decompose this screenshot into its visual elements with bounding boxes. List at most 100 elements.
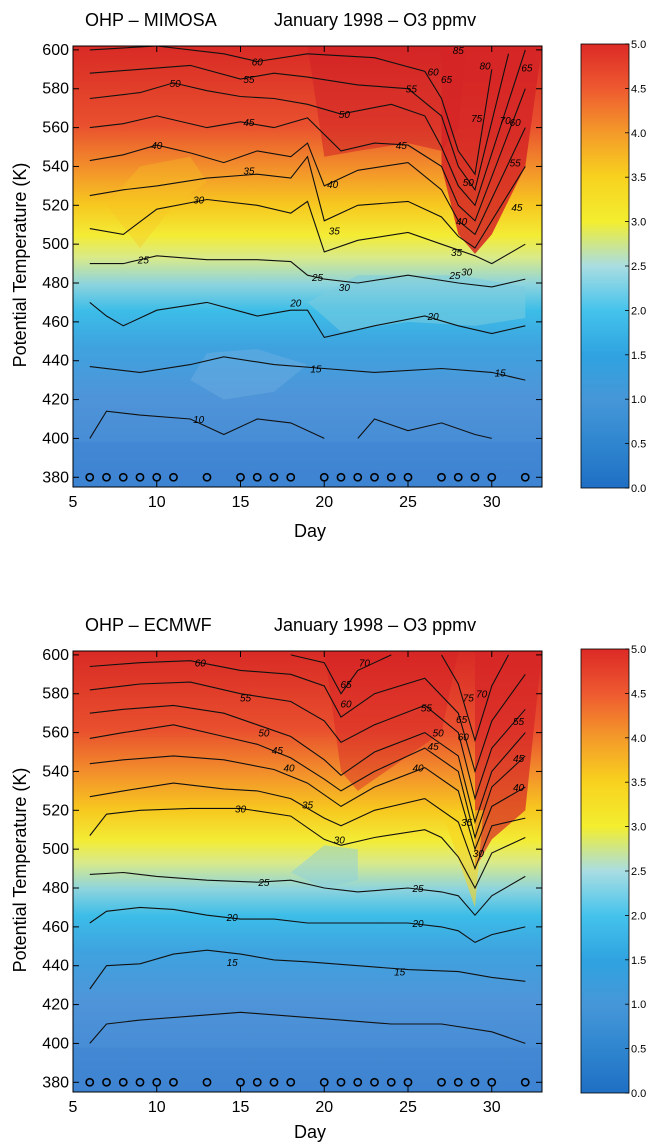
field-patch (73, 442, 542, 487)
colorbar-tick-label: 1.0 (631, 394, 646, 406)
observation-marker (202, 1077, 212, 1087)
plot-frame (72, 45, 543, 488)
panel-ecmwf: OHP – ECMWF January 1998 – O3 ppmv 5 10 15… (10, 615, 646, 1142)
contour-label: 35 (329, 227, 341, 238)
colorbar-tick-label: 0.5 (631, 1044, 646, 1056)
colorbar-tick-label: 1.5 (631, 350, 646, 362)
colorbar-tick-label: 0.0 (631, 1088, 646, 1100)
observation-marker (437, 1077, 446, 1087)
colorbar-tick-label: 1.5 (631, 955, 646, 967)
contour-line (89, 53, 510, 192)
contour-line (89, 755, 526, 851)
observation-marker (102, 472, 111, 482)
observation-markers (85, 472, 530, 482)
contour-label: 20 (289, 298, 302, 309)
observation-marker (118, 472, 128, 482)
contour-label: 65 (340, 680, 352, 691)
observation-marker (336, 472, 346, 482)
observation-marker (353, 472, 363, 482)
contour-line (89, 1011, 526, 1044)
colorbar-tick-label: 3.0 (631, 822, 646, 834)
contour-label: 45 (243, 118, 255, 129)
contour-label: 35 (302, 800, 314, 811)
contour-label: 25 (448, 271, 461, 282)
contour-label: 40 (412, 764, 424, 775)
observation-marker (353, 1077, 363, 1087)
y-tick-label: 400 (42, 430, 69, 447)
plot-frame (72, 650, 543, 1093)
observation-marker (118, 1077, 128, 1087)
contour-line (89, 681, 526, 801)
x-tick-label: 25 (399, 494, 417, 511)
observation-marker (286, 472, 296, 482)
contour-label: 30 (193, 195, 205, 206)
contour-label: 35 (451, 248, 463, 259)
observation-marker (236, 472, 245, 482)
axis-ticks: 5 10 15 20 25 3038040042044046048050052054056… (42, 42, 542, 511)
x-tick-label: 15 (232, 1099, 250, 1116)
contour-line (89, 906, 526, 944)
contour-label: 70 (476, 690, 488, 701)
y-tick-label: 460 (42, 314, 69, 331)
chart-title-left: OHP – ECMWF (85, 615, 212, 635)
observation-marker (252, 472, 262, 482)
chart-title-left: OHP – MIMOSA (85, 10, 217, 30)
contour-label: 60 (252, 58, 264, 69)
colorbar-tick-label: 4.0 (631, 733, 646, 745)
contour-line (89, 49, 526, 207)
observation-marker (470, 472, 480, 482)
y-tick-label: 500 (42, 236, 69, 253)
contour-line (89, 724, 526, 840)
observation-marker (386, 472, 396, 482)
chart-title-right: January 1998 – O3 ppmv (274, 10, 476, 30)
colorbar-tick-label: 0.0 (631, 483, 646, 495)
contour-line (89, 255, 526, 288)
contour-label: 55 (510, 159, 522, 170)
observation-marker (403, 472, 413, 482)
observation-marker (135, 1077, 145, 1087)
y-tick-label: 440 (42, 353, 69, 370)
observation-marker (169, 1077, 178, 1087)
contour-line (89, 301, 526, 339)
y-tick-label: 580 (42, 81, 69, 98)
observation-marker (269, 472, 279, 482)
observation-marker (319, 1077, 329, 1087)
observation-marker (236, 1077, 245, 1087)
observation-marker (453, 1077, 463, 1087)
colorbar-tick-label: 2.5 (631, 866, 646, 878)
contour-label: 15 (310, 364, 322, 375)
contour-line (89, 155, 526, 249)
colorbar-tick-label: 4.5 (631, 83, 646, 95)
contour-label: 30 (461, 267, 473, 278)
panel-mimosa: OHP – MIMOSA January 1998 – O3 ppmv 5 10 1… (10, 10, 646, 541)
contour-line (89, 949, 526, 990)
contour-line (441, 654, 509, 743)
colorbar-tick-label: 5.0 (631, 644, 646, 656)
observation-marker (152, 1077, 162, 1087)
x-tick-label: 5 (69, 494, 78, 511)
contour-label: 25 (257, 878, 270, 889)
contour-label: 45 (396, 141, 408, 152)
observation-marker (286, 1077, 296, 1087)
observation-marker (202, 472, 212, 482)
observation-marker (470, 1077, 480, 1087)
contour-label: 65 (456, 715, 468, 726)
y-tick-label: 540 (42, 763, 69, 780)
contour-label: 45 (428, 742, 440, 753)
x-tick-label: 20 (315, 494, 333, 511)
colorbar-tick-label: 2.0 (631, 910, 646, 922)
colorbar-tick-label: 4.0 (631, 128, 646, 140)
y-tick-label: 600 (42, 647, 69, 664)
contour-label: 15 (394, 968, 406, 979)
contour-label: 70 (359, 659, 371, 670)
contour-label: 20 (226, 913, 239, 924)
contour-line (89, 46, 493, 176)
contour-label: 50 (433, 729, 445, 740)
y-tick-label: 380 (42, 469, 69, 486)
field-patch (475, 651, 542, 869)
observation-marker (437, 472, 446, 482)
y-tick-label: 460 (42, 919, 69, 936)
contour-label: 60 (195, 659, 207, 670)
contour-line (89, 704, 526, 824)
